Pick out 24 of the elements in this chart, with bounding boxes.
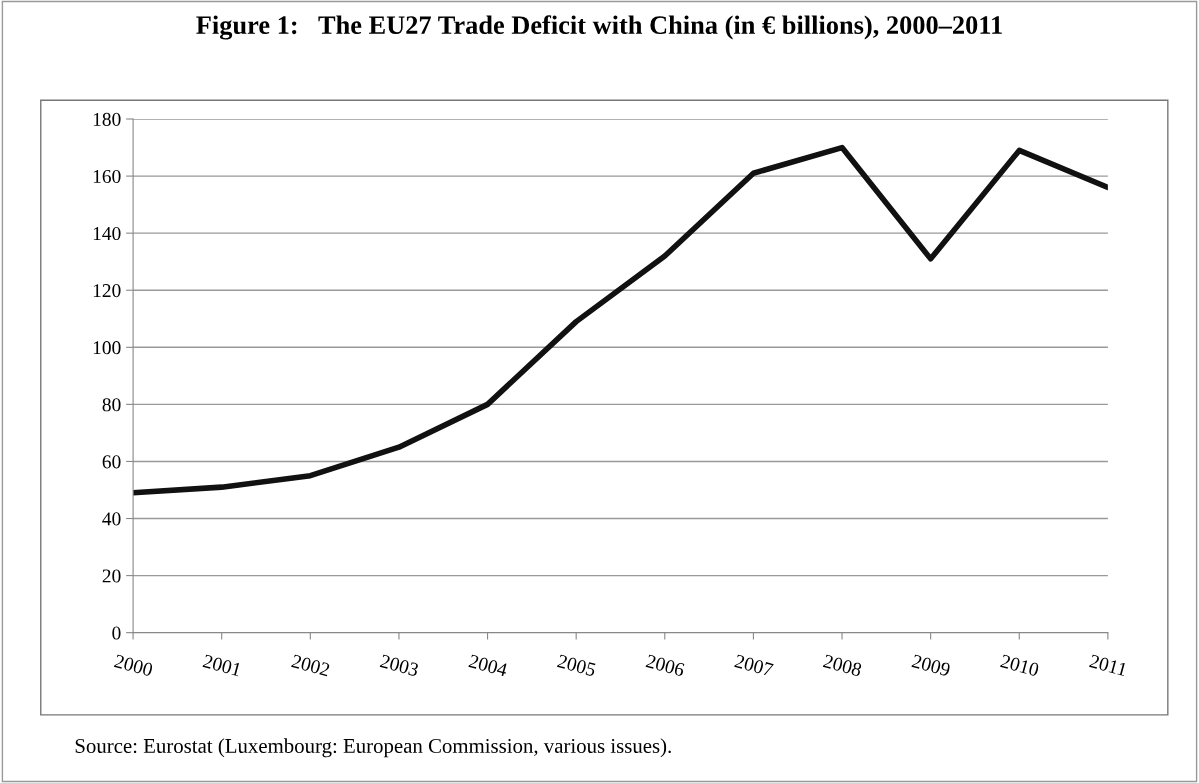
y-tick-label: 120: [93, 284, 121, 298]
y-tick-label: 0: [112, 626, 121, 640]
x-tick-label: 2011: [1089, 654, 1128, 677]
x-tick-label: 2008: [822, 654, 863, 677]
y-tick-label: 180: [93, 112, 121, 126]
y-tick-label: 100: [93, 341, 121, 355]
x-tick-label: 2010: [1000, 654, 1040, 677]
x-tick-label: 2000: [113, 654, 154, 677]
x-tick-label: 2004: [468, 654, 509, 677]
y-tick-label: 40: [102, 512, 121, 526]
y-tick-label: 160: [93, 169, 121, 184]
y-tick-label: 80: [102, 398, 121, 412]
chart-title: Figure 1: The EU27 Trade Deficit with China (in € billions), 2000–2011: [196, 15, 1002, 40]
x-tick-label: 2005: [556, 654, 597, 677]
x-tick-label: 2009: [911, 654, 951, 677]
x-tick-label: 2001: [202, 654, 242, 677]
y-tick-label: 140: [93, 226, 121, 241]
x-tick-label: 2003: [379, 654, 420, 677]
x-tick-label: 2007: [734, 654, 774, 677]
source-note: Source: Eurostat (Luxembourg: European Commission, various issues).: [75, 738, 671, 758]
x-tick-label: 2006: [645, 654, 686, 677]
x-tick-label: 2002: [291, 654, 331, 677]
y-tick-label: 20: [102, 569, 121, 583]
y-tick-label: 60: [102, 455, 121, 469]
